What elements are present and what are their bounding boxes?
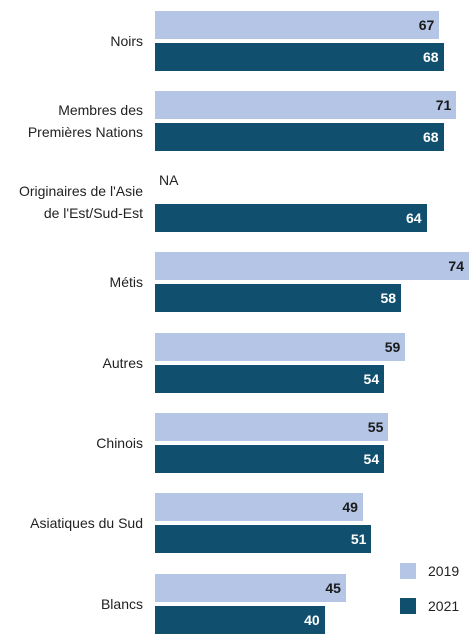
value-label: 68 xyxy=(422,129,439,146)
bar xyxy=(155,252,469,281)
bar xyxy=(155,123,444,152)
bar xyxy=(155,605,325,634)
bar xyxy=(155,91,457,120)
category-label: Originaires de l'Asie de l'Est/Sud-Est xyxy=(18,182,143,221)
category-label: Noirs xyxy=(110,33,143,49)
bar xyxy=(155,332,406,361)
value-label: 54 xyxy=(363,451,380,467)
category-label: Blancs xyxy=(100,595,143,612)
value-label: 71 xyxy=(435,97,452,114)
legend-swatch xyxy=(400,598,416,614)
value-label: 58 xyxy=(380,290,397,307)
bar xyxy=(155,493,363,522)
bar xyxy=(155,445,385,473)
value-label: 59 xyxy=(384,338,401,355)
value-label: 45 xyxy=(325,579,341,596)
value-label: 68 xyxy=(422,49,439,65)
category-label: Métis xyxy=(109,274,143,291)
legend-label: 2019 xyxy=(428,563,460,579)
value-label: 55 xyxy=(367,419,384,435)
bar xyxy=(155,43,444,71)
category-label: Membres des Premières Nations xyxy=(27,102,143,141)
bar xyxy=(155,413,389,441)
value-label: 67 xyxy=(418,17,435,33)
bar xyxy=(155,525,372,554)
na-label: NA xyxy=(159,171,179,188)
category-label: Autres xyxy=(102,354,143,371)
legend-swatch xyxy=(400,563,416,579)
bar xyxy=(155,364,385,393)
bar xyxy=(155,11,440,39)
category-label: Asiatiques du Sud xyxy=(30,515,143,532)
category-label: Chinois xyxy=(96,435,143,451)
value-label: 51 xyxy=(350,531,367,548)
bar xyxy=(155,573,346,602)
value-label: 64 xyxy=(405,209,422,226)
bar xyxy=(155,284,402,313)
bar xyxy=(155,203,427,232)
legend-label: 2021 xyxy=(428,598,460,614)
value-label: 74 xyxy=(448,258,464,275)
value-label: 40 xyxy=(304,611,320,628)
value-label: 49 xyxy=(342,499,358,516)
value-label: 54 xyxy=(363,370,380,387)
